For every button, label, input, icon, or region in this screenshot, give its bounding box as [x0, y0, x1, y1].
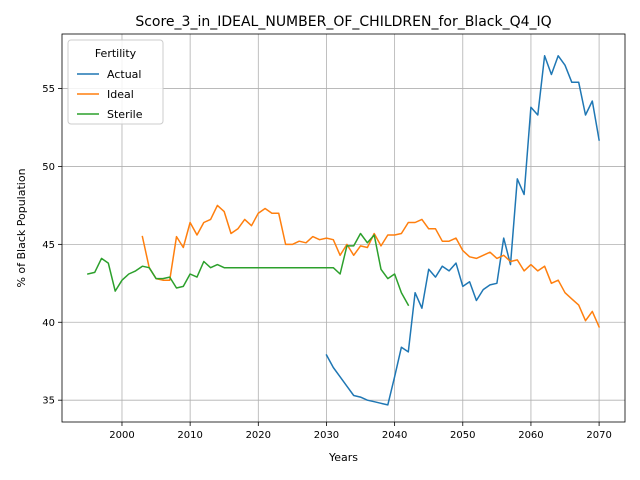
y-tick-label: 40	[42, 318, 55, 329]
x-tick-label: 2040	[382, 430, 407, 441]
chart-title: Score_3_in_IDEAL_NUMBER_OF_CHILDREN_for_…	[135, 14, 551, 30]
legend-label-sterile: Sterile	[107, 108, 143, 121]
plot-frame	[61, 33, 626, 423]
legend-box	[67, 39, 164, 125]
legend-label-ideal: Ideal	[107, 88, 134, 101]
x-axis: 2000 2010 2020 2030 2040 2050 2060 2070	[109, 422, 612, 441]
x-tick-label: 2030	[314, 430, 339, 441]
legend: Fertility Actual Ideal Sterile	[67, 39, 164, 125]
y-tick-label: 45	[42, 240, 55, 251]
series-line-ideal	[141, 204, 601, 328]
legend-items: Actual Ideal Sterile	[77, 68, 143, 121]
x-tick-label: 2060	[518, 430, 543, 441]
grid-lines	[62, 34, 625, 422]
x-tick-label: 2000	[109, 430, 134, 441]
legend-label-actual: Actual	[107, 68, 141, 81]
x-tick-label: 2010	[177, 430, 202, 441]
x-axis-label: Years	[328, 451, 358, 464]
y-axis-label: % of Black Population	[15, 168, 28, 287]
y-tick-label: 55	[42, 84, 55, 95]
series-line-sterile	[86, 232, 410, 307]
x-tick-label: 2020	[246, 430, 271, 441]
y-tick-label: 35	[42, 396, 55, 407]
series-layer	[86, 55, 601, 406]
x-tick-label: 2050	[450, 430, 475, 441]
y-tick-label: 50	[42, 162, 55, 173]
legend-title: Fertility	[95, 47, 137, 60]
x-tick-label: 2070	[586, 430, 611, 441]
series-line-actual	[325, 55, 600, 406]
y-axis: 35 40 45 50 55	[42, 84, 62, 407]
